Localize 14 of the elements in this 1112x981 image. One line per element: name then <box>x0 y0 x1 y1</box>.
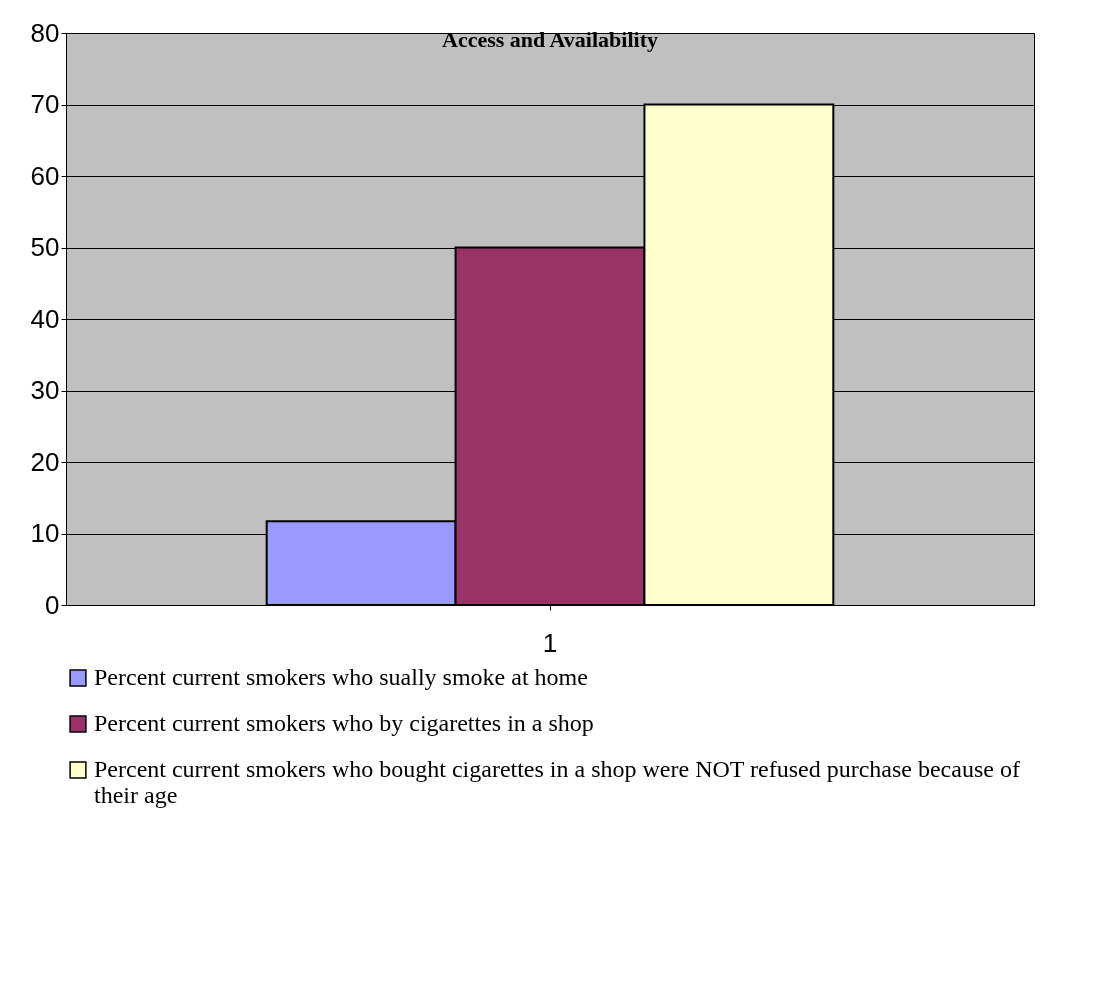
y-tick-label: 0 <box>45 589 60 620</box>
legend-label: Percent current smokers who by cigarettes in a shop <box>94 710 594 736</box>
chart-title: Access and Availability <box>442 27 658 52</box>
legend-label: Percent current smokers who bought cigarettes in a shop were NOT refused purchase because of their age <box>94 756 1020 808</box>
y-tick-label: 50 <box>30 232 60 262</box>
y-tick-label: 30 <box>30 375 60 405</box>
y-tick-label: 20 <box>30 446 60 477</box>
y-tick-label: 60 <box>30 160 60 191</box>
x-tick-label: 1 <box>542 627 558 658</box>
y-tick-label: 40 <box>30 303 60 334</box>
y-tick-label: 10 <box>30 518 60 548</box>
legend-label: Percent current smokers who sually smoke at home <box>94 664 588 690</box>
y-tick-label: 70 <box>30 89 60 119</box>
y-tick-label: 80 <box>30 17 60 48</box>
